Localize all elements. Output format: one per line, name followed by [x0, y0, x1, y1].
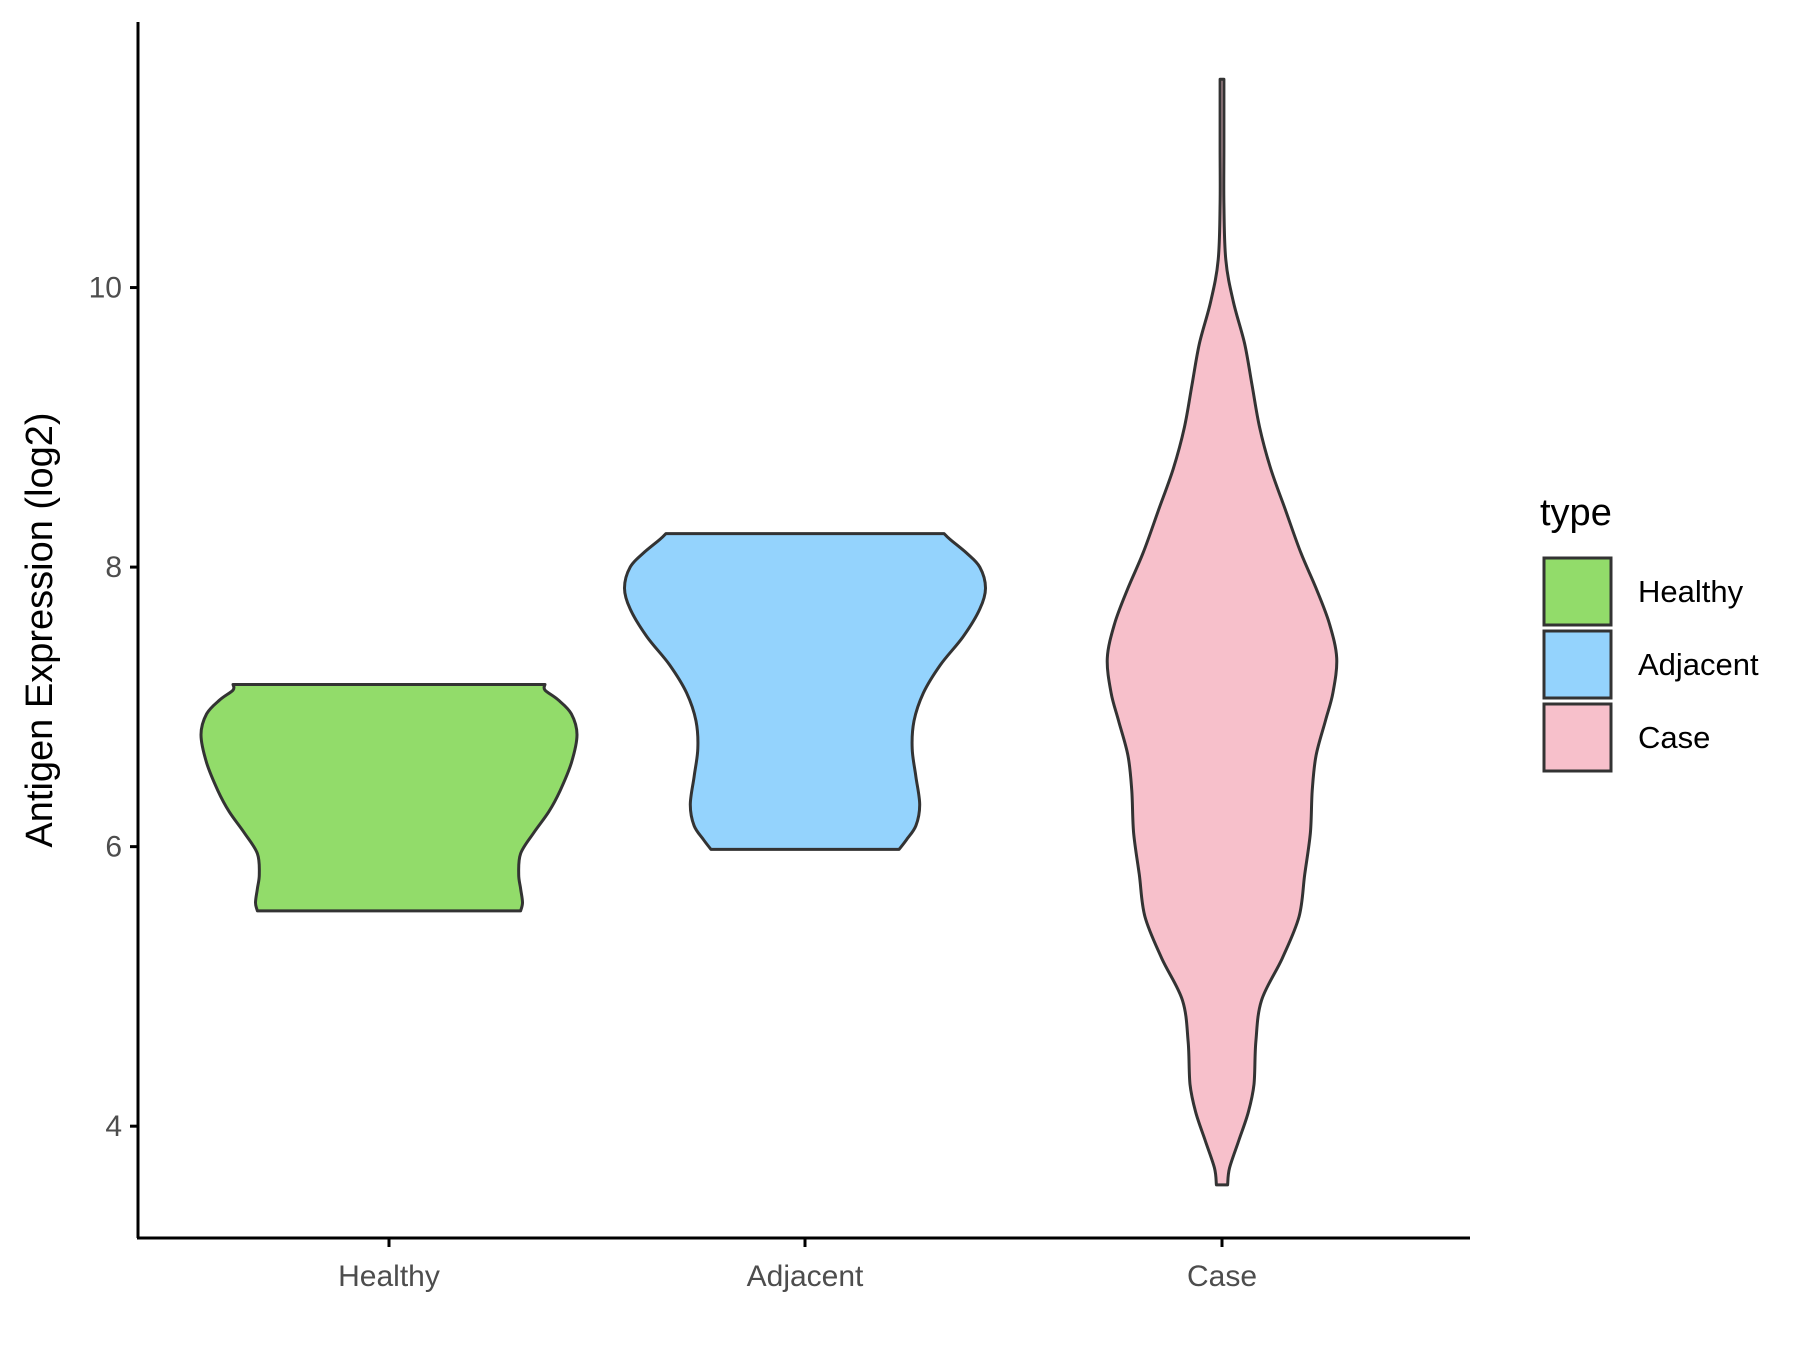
legend-title: type — [1540, 492, 1612, 534]
x-tick-label: Healthy — [338, 1260, 440, 1293]
legend-swatch-healthy — [1542, 556, 1613, 627]
x-ticks-layer: Healthy Adjacent Case — [338, 1238, 1257, 1293]
y-tick-label: 4 — [105, 1110, 122, 1143]
violins-layer — [199, 77, 1339, 1187]
violin-case — [1105, 77, 1339, 1187]
y-tick-label: 10 — [89, 272, 122, 305]
y-tick-label: 8 — [105, 551, 122, 584]
y-axis-title: Antigen Expression (log2) — [19, 412, 61, 847]
y-ticks-layer: 4 6 8 10 — [89, 272, 138, 1143]
y-tick-label: 6 — [105, 831, 122, 864]
x-tick-label: Case — [1187, 1260, 1257, 1293]
legend-swatch-adjacent — [1542, 629, 1613, 700]
x-tick-label: Adjacent — [747, 1260, 864, 1293]
violin-adjacent — [623, 532, 987, 851]
legend-label-healthy: Healthy — [1638, 574, 1744, 609]
legend-swatch-case — [1542, 702, 1613, 773]
legend: type Healthy Adjacent Case — [1540, 492, 1759, 773]
violin-healthy — [199, 683, 579, 913]
legend-label-case: Case — [1638, 720, 1710, 755]
legend-label-adjacent: Adjacent — [1638, 647, 1759, 682]
